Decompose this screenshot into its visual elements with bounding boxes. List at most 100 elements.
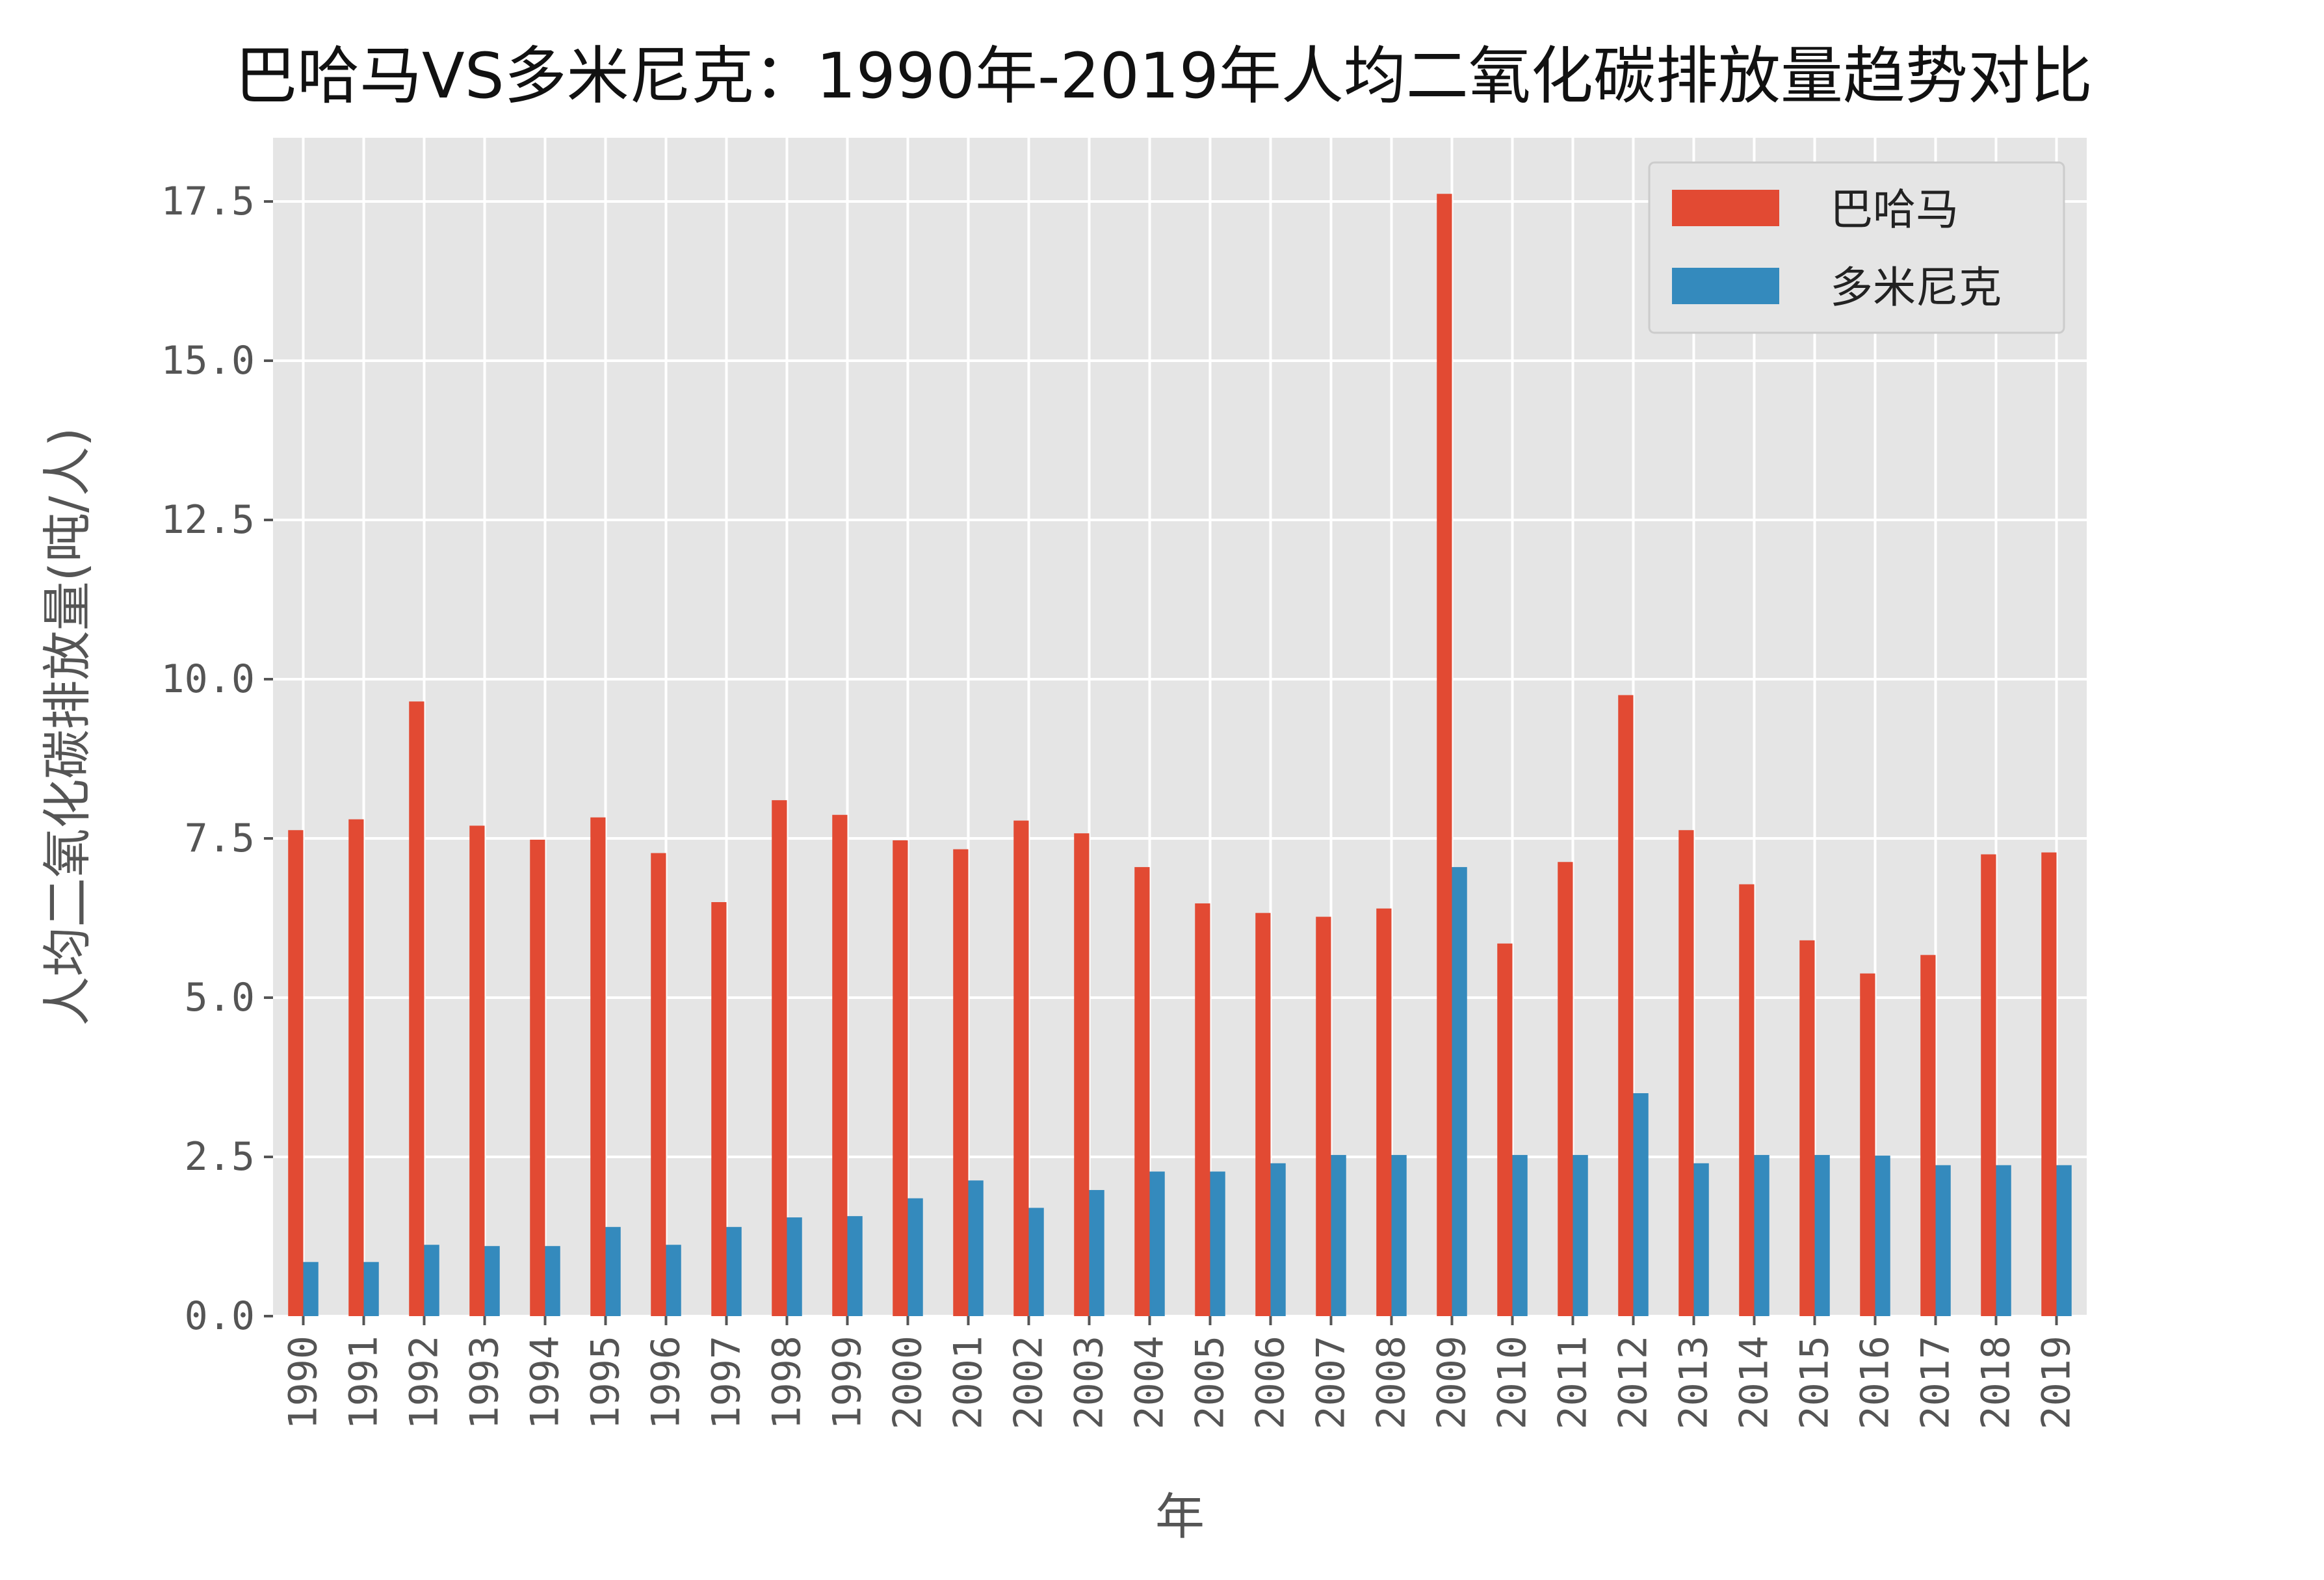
bar-bahamas-2004 (1134, 867, 1150, 1316)
bar-bahamas-1990 (288, 830, 304, 1316)
bar-bahamas-2008 (1376, 908, 1392, 1316)
bar-bahamas-1997 (711, 902, 727, 1316)
x-tick-label: 2005 (1188, 1336, 1233, 1430)
x-tick-label: 2004 (1127, 1336, 1173, 1430)
y-axis-title: 人均二氧化碳排放量(吨/人) (38, 428, 96, 1026)
x-tick-label: 1990 (281, 1336, 326, 1430)
bar-dominica-2005 (1210, 1171, 1225, 1316)
legend-swatch-bahamas (1672, 190, 1779, 226)
x-tick-label: 2018 (1974, 1336, 2019, 1430)
bar-dominica-2013 (1693, 1163, 1709, 1316)
bar-dominica-1994 (545, 1246, 560, 1316)
bar-dominica-2014 (1754, 1155, 1769, 1316)
bar-dominica-2017 (1935, 1165, 1951, 1316)
x-tick-label: 2003 (1067, 1336, 1112, 1430)
x-axis-title: 年 (1155, 1488, 1205, 1546)
bar-bahamas-2007 (1316, 916, 1331, 1316)
legend-label-bahamas: 巴哈马 (1830, 185, 1959, 235)
x-tick-label: 2008 (1369, 1336, 1415, 1430)
bar-bahamas-2003 (1074, 833, 1090, 1316)
x-tick-label: 1991 (341, 1336, 387, 1430)
x-tick-label: 2002 (1006, 1336, 1052, 1430)
bar-bahamas-2001 (953, 849, 969, 1316)
bar-dominica-2001 (968, 1180, 984, 1316)
bar-dominica-2004 (1149, 1171, 1165, 1316)
bar-bahamas-2014 (1739, 884, 1755, 1316)
x-tick-label: 2016 (1853, 1336, 1898, 1430)
x-tick-label: 1998 (764, 1336, 810, 1430)
bar-dominica-1995 (605, 1226, 621, 1316)
bar-bahamas-1996 (651, 853, 666, 1316)
x-tick-label: 2011 (1550, 1336, 1596, 1430)
x-tick-label: 2006 (1248, 1336, 1294, 1430)
bar-dominica-2015 (1814, 1155, 1830, 1316)
bar-dominica-2006 (1270, 1163, 1286, 1316)
bar-bahamas-1999 (832, 814, 848, 1316)
x-tick-label: 2015 (1792, 1336, 1838, 1430)
bar-dominica-1992 (424, 1245, 439, 1316)
y-tick-label: 7.5 (185, 816, 255, 861)
bar-bahamas-2011 (1558, 862, 1573, 1316)
x-tick-label: 2013 (1671, 1336, 1717, 1430)
x-tick-label: 1997 (704, 1336, 750, 1430)
bar-dominica-2008 (1391, 1155, 1407, 1316)
bar-bahamas-1994 (530, 839, 545, 1316)
bar-dominica-1993 (484, 1246, 500, 1316)
bar-bahamas-2019 (2041, 852, 2057, 1316)
x-tick-label: 2014 (1732, 1336, 1777, 1430)
bar-bahamas-1998 (772, 800, 787, 1316)
x-tick-label: 1999 (825, 1336, 870, 1430)
x-tick-label: 1993 (462, 1336, 508, 1430)
bar-bahamas-2002 (1013, 820, 1029, 1316)
bar-dominica-1997 (726, 1226, 742, 1316)
bar-bahamas-2000 (893, 840, 908, 1316)
bar-bahamas-2012 (1618, 695, 1634, 1316)
bar-bahamas-1992 (409, 701, 424, 1316)
bar-dominica-2012 (1633, 1093, 1649, 1316)
bars (288, 194, 2072, 1316)
bar-bahamas-2010 (1497, 943, 1513, 1316)
x-tick-label: 2017 (1913, 1336, 1959, 1430)
legend: 巴哈马 多米尼克 (1648, 161, 2065, 334)
x-tick-label: 1994 (523, 1336, 568, 1430)
y-tick-label: 0.0 (185, 1293, 255, 1339)
bar-bahamas-2018 (1981, 854, 1996, 1316)
axes: 0.0 2.5 5.0 7.5 10.0 12.5 15.0 17.5 1990 1991 1992… (161, 179, 2080, 1430)
bar-bahamas-1993 (469, 825, 485, 1316)
bar-bahamas-2013 (1678, 830, 1694, 1316)
x-tick-label: 2007 (1309, 1336, 1354, 1430)
y-tick-label: 2.5 (185, 1134, 255, 1180)
x-tick-label: 2019 (2034, 1336, 2080, 1430)
x-tick-label: 2010 (1490, 1336, 1535, 1430)
bar-dominica-1990 (303, 1262, 319, 1316)
bar-dominica-2003 (1089, 1189, 1104, 1316)
x-tick-label: 2009 (1430, 1336, 1475, 1430)
bar-dominica-2010 (1512, 1155, 1528, 1316)
x-tick-label: 2012 (1611, 1336, 1656, 1430)
bar-bahamas-1995 (590, 817, 606, 1316)
x-tick-label: 1992 (402, 1336, 447, 1430)
x-tick-label: 2000 (885, 1336, 931, 1430)
bar-dominica-2002 (1028, 1208, 1044, 1316)
bar-bahamas-1991 (348, 819, 364, 1316)
bar-dominica-2018 (1996, 1165, 2011, 1316)
x-tick-label: 1995 (583, 1336, 629, 1430)
bar-dominica-2011 (1573, 1155, 1588, 1316)
bar-dominica-2009 (1452, 867, 1467, 1316)
bar-bahamas-2006 (1255, 913, 1271, 1316)
bar-bahamas-2017 (1920, 955, 1936, 1316)
bar-dominica-2016 (1875, 1156, 1890, 1316)
bar-dominica-2007 (1331, 1155, 1346, 1316)
bar-dominica-1999 (847, 1216, 863, 1316)
bar-dominica-2019 (2056, 1165, 2072, 1316)
y-tick-label: 12.5 (161, 497, 255, 543)
x-tick-label: 1996 (644, 1336, 689, 1430)
y-tick-label: 17.5 (161, 179, 255, 224)
legend-swatch-dominica (1672, 268, 1779, 304)
bar-bahamas-2015 (1799, 940, 1815, 1316)
chart-title: 巴哈马VS多米尼克：1990年-2019年人均二氧化碳排放量趋势对比 (235, 40, 2093, 112)
bar-bahamas-2016 (1860, 973, 1875, 1316)
bar-dominica-1998 (787, 1217, 802, 1316)
x-tick-label: 2001 (946, 1336, 991, 1430)
